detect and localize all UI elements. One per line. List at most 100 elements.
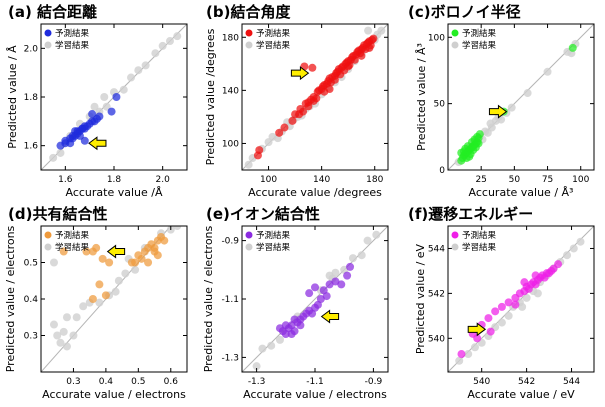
panel-b-marks — [242, 24, 388, 170]
panel-b-xlabel: Accurate value /degrees — [248, 186, 382, 199]
legend-swatch-predicted — [44, 29, 52, 37]
training-point — [258, 344, 267, 353]
legend-label-predicted: 予測結果 — [55, 28, 90, 39]
predicted-point — [112, 93, 121, 101]
training-point — [111, 287, 120, 296]
y-tick-label: 100 — [428, 33, 445, 43]
training-point — [507, 103, 516, 112]
x-tick-label: 25 — [475, 175, 486, 185]
panel-d-legend: 予測結果 学習結果 — [44, 230, 90, 253]
panel-d-ticks: 0.3 0.4 0.5 0.6 0.3 0.4 0.5 — [24, 226, 187, 387]
training-point — [49, 258, 58, 267]
y-tick-label: 2.0 — [24, 44, 39, 54]
predicted-point — [92, 243, 101, 252]
predicted-point — [287, 330, 296, 339]
x-tick-label: 180 — [366, 175, 383, 185]
training-point — [543, 67, 552, 76]
training-point — [533, 289, 542, 298]
training-point — [252, 362, 261, 371]
predicted-point — [343, 271, 352, 280]
legend-swatch-predicted — [451, 29, 459, 37]
panel-f-frame — [447, 225, 595, 373]
predicted-point — [465, 152, 474, 161]
x-tick-label: 542 — [518, 377, 535, 387]
x-tick-label: 540 — [473, 377, 490, 387]
panel-c-marks — [448, 24, 594, 170]
x-tick-label: -0.9 — [365, 377, 383, 387]
legend-swatch-predicted — [44, 231, 52, 239]
panel-c-title: (c)ボロノイ半径 — [408, 3, 521, 21]
training-point — [569, 244, 578, 253]
predicted-point — [82, 247, 91, 256]
legend-swatch-predicted — [245, 29, 253, 37]
panel-c: 25 50 75 100 0 50 100 予測結果 学習結果 (c)ボロノイ半径 Accu… — [408, 3, 595, 199]
panel-a-ticks: 1.6 1.8 2.0 1.6 1.8 2.0 — [24, 24, 187, 185]
predicted-point — [275, 128, 284, 137]
y-tick-label: 0.5 — [24, 259, 38, 269]
x-tick-label: 1.8 — [107, 175, 122, 185]
predicted-point — [255, 146, 264, 155]
y-tick-label: -1.1 — [221, 295, 239, 305]
training-point — [62, 342, 71, 351]
training-point — [62, 313, 71, 322]
predicted-point — [311, 283, 319, 292]
x-tick-label: 140 — [313, 175, 330, 185]
training-point — [267, 341, 276, 350]
training-point — [522, 293, 531, 302]
panel-f-legend: 予測結果 学習結果 — [451, 230, 497, 253]
predicted-point — [305, 289, 314, 298]
legend-label-predicted: 予測結果 — [462, 230, 497, 241]
legend-swatch-predicted — [245, 231, 253, 239]
training-point — [158, 41, 167, 50]
x-tick-label: 100 — [572, 175, 589, 185]
panel-a-marks — [41, 24, 187, 170]
training-point — [576, 237, 585, 246]
predicted-point — [296, 321, 305, 330]
predicted-point — [280, 123, 289, 132]
legend-swatch-training — [44, 41, 52, 49]
panel-f-ylabel: Predicted value / eV — [414, 243, 427, 354]
panel-c-frame — [447, 23, 595, 171]
panel-a: 1.6 1.8 2.0 1.6 1.8 2.0 予測結果 学習結果 (a) 結合距離 Ac… — [6, 3, 188, 199]
legend-label-training: 学習結果 — [256, 40, 291, 51]
training-point — [56, 148, 65, 157]
predicted-point — [107, 107, 116, 116]
predicted-point — [471, 143, 480, 152]
training-point — [119, 85, 128, 94]
y-tick-label: 1.6 — [24, 142, 39, 152]
training-point — [364, 26, 373, 35]
highlight-arrow-icon — [467, 322, 487, 337]
predicted-point — [71, 127, 80, 136]
training-point — [134, 66, 143, 75]
highlight-arrow-icon — [320, 309, 340, 324]
training-point — [141, 61, 150, 70]
training-point — [121, 269, 130, 278]
predicted-point — [281, 321, 290, 330]
x-tick-label: 0.5 — [131, 377, 145, 387]
predicted-point — [330, 75, 339, 84]
legend-label-predicted: 予測結果 — [55, 230, 90, 241]
y-tick-label: 0 — [439, 166, 445, 176]
legend-swatch-training — [451, 243, 459, 251]
y-tick-label: -1.3 — [221, 353, 239, 363]
predicted-point — [504, 298, 513, 307]
predicted-point — [95, 280, 104, 289]
predicted-point — [337, 280, 346, 289]
predicted-point — [101, 291, 110, 300]
predicted-point — [320, 87, 329, 96]
x-tick-label: -1.1 — [306, 377, 324, 387]
y-tick-label: 140 — [222, 86, 239, 96]
training-point — [69, 331, 78, 340]
predicted-point — [144, 258, 153, 267]
x-tick-label: 544 — [563, 377, 580, 387]
x-tick-label: 2.0 — [156, 175, 171, 185]
training-point — [114, 276, 123, 285]
panel-b: 100 140 180 100 140 180 予測結果 学習結果 (b)結合角度 Acc… — [204, 3, 389, 199]
panel-f-xlabel: Accurate value / eV — [467, 388, 575, 401]
legend-label-training: 学習結果 — [256, 242, 291, 253]
predicted-point — [484, 314, 493, 323]
panel-f-title: (f)遷移エネルギー — [408, 205, 533, 223]
x-tick-label: 0.4 — [99, 377, 114, 387]
predicted-point — [457, 350, 466, 359]
